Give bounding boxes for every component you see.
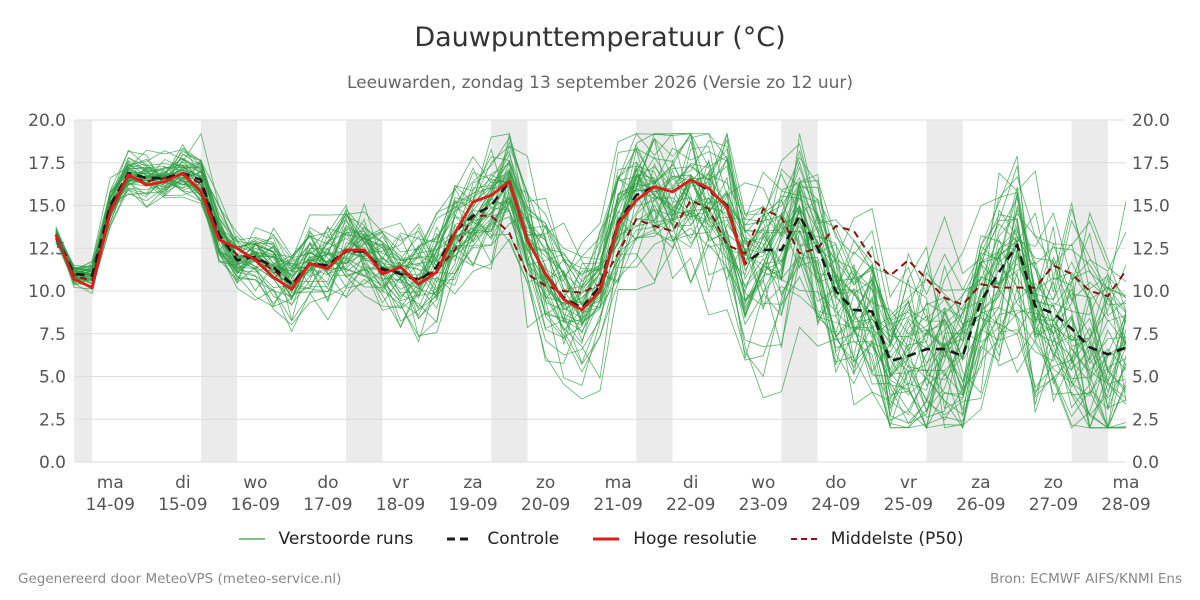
control-line: [54, 171, 1127, 363]
y-tick-label-left: 2.5: [39, 410, 66, 430]
x-tick-date: 25-09: [884, 495, 933, 515]
legend-label-median: Middelste (P50): [830, 529, 964, 549]
legend-label-hires: Hoge resolutie: [633, 529, 757, 549]
footer-credit: Gegenereerd door MeteoVPS (meteo-service…: [18, 571, 342, 587]
x-tick-date: 22-09: [666, 495, 715, 515]
ensemble-member-line: [55, 133, 1127, 429]
ensemble-member-line: [55, 132, 1127, 429]
y-tick-label-left: 10.0: [28, 282, 66, 302]
ensemble-member-line: [55, 147, 1127, 395]
x-tick-day: do: [317, 473, 338, 493]
x-tick-date: 17-09: [303, 495, 352, 515]
x-tick-day: zo: [1044, 473, 1063, 493]
ensemble-member-line: [55, 165, 1127, 430]
legend-swatch-hires: [593, 537, 620, 541]
y-tick-label-left: 0.0: [39, 453, 66, 473]
y-tick-label-left: 12.5: [28, 239, 66, 259]
legend-label-ensemble: Verstoorde runs: [278, 529, 414, 549]
x-tick-date: 18-09: [376, 495, 425, 515]
x-tick-day: do: [825, 473, 846, 493]
x-tick-date: 26-09: [956, 495, 1005, 515]
y-axis-labels: 0.0 0.0 2.5 2.5 5.0 5.0 7.5 7.5 10.0 10.0 12.5 12.5…: [28, 111, 1170, 473]
footer-source: Bron: ECMWF AIFS/KNMI Ens: [989, 571, 1182, 587]
x-tick-day: za: [463, 473, 482, 493]
legend-swatch-control: [447, 537, 474, 541]
ensemble-member-line: [55, 140, 1127, 409]
x-tick-day: di: [175, 473, 191, 493]
y-tick-label-right: 12.5: [1132, 239, 1170, 259]
y-tick-label-left: 17.5: [28, 154, 66, 174]
x-tick-date: 28-09: [1101, 495, 1150, 515]
x-tick-day: ma: [1113, 473, 1140, 493]
ensemble-member-line: [55, 155, 1127, 429]
legend-label-control: Controle: [487, 529, 560, 549]
x-tick-date: 23-09: [739, 495, 788, 515]
ensemble-member-line: [55, 168, 1127, 405]
legend-item-hires[interactable]: Hoge resolutie: [591, 529, 757, 549]
chart-subtitle: Leeuwarden, zondag 13 september 2026 (Ve…: [346, 73, 854, 93]
chart-title: Dauwpunttemperatuur (°C): [414, 22, 786, 53]
ensemble-member-line: [55, 162, 1127, 361]
legend-swatch-median: [790, 538, 817, 540]
y-tick-label-right: 20.0: [1132, 111, 1170, 131]
y-tick-label-left: 5.0: [39, 368, 66, 388]
y-tick-label-right: 10.0: [1132, 282, 1170, 302]
x-tick-day: zo: [536, 473, 555, 493]
legend-item-median[interactable]: Middelste (P50): [789, 529, 964, 549]
legend-item-control[interactable]: Controle: [445, 529, 559, 549]
y-tick-label-right: 7.5: [1132, 325, 1159, 345]
hires-line: [54, 171, 747, 312]
ensemble-member-line: [55, 133, 1127, 429]
x-tick-date: 21-09: [593, 495, 642, 515]
x-tick-day: vr: [900, 473, 917, 493]
x-tick-date: 24-09: [811, 495, 860, 515]
y-tick-label-right: 2.5: [1132, 410, 1159, 430]
x-tick-day: di: [683, 473, 699, 493]
y-tick-label-left: 15.0: [28, 197, 66, 217]
ensemble-member-line: [55, 165, 1127, 412]
x-tick-date: 20-09: [521, 495, 570, 515]
x-tick-day: ma: [97, 473, 124, 493]
legend: Verstoorde runs Controle Hoge resolutie …: [0, 529, 1200, 549]
x-tick-day: wo: [751, 473, 775, 493]
ensemble-member-line: [55, 156, 1127, 414]
y-tick-label-right: 15.0: [1132, 197, 1170, 217]
median-line: [54, 173, 1127, 306]
legend-swatch-ensemble: [238, 538, 265, 540]
y-tick-label-left: 20.0: [28, 111, 66, 131]
ensemble-lines: [55, 132, 1127, 430]
x-tick-date: 15-09: [158, 495, 207, 515]
x-tick-date: 19-09: [448, 495, 497, 515]
ensemble-member-line: [55, 148, 1127, 429]
ensemble-member-line: [55, 147, 1127, 403]
x-tick-date: 27-09: [1029, 495, 1078, 515]
ensemble-member-line: [55, 133, 1127, 430]
x-tick-day: wo: [243, 473, 267, 493]
x-tick-day: ma: [605, 473, 632, 493]
y-tick-label-right: 5.0: [1132, 368, 1159, 388]
x-tick-day: vr: [392, 473, 409, 493]
main-series: [54, 171, 1127, 363]
legend-item-ensemble[interactable]: Verstoorde runs: [237, 529, 414, 549]
x-tick-date: 14-09: [86, 495, 135, 515]
y-tick-label-right: 17.5: [1132, 154, 1170, 174]
x-tick-date: 16-09: [231, 495, 280, 515]
y-tick-label-right: 0.0: [1132, 453, 1159, 473]
x-tick-day: za: [971, 473, 990, 493]
x-axis-labels: ma14-09di15-09wo16-09do17-09vr18-09za19-…: [86, 473, 1151, 515]
y-tick-label-left: 7.5: [39, 325, 66, 345]
